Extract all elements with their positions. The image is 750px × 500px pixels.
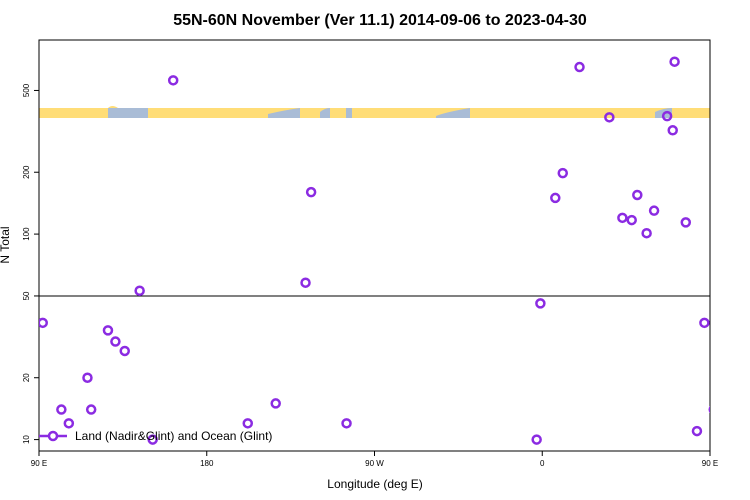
data-point (242, 418, 254, 429)
data-point (270, 398, 281, 409)
data-point (727, 374, 735, 382)
x-tick-label-4: 90 E (702, 459, 718, 468)
data-point (648, 205, 660, 216)
data-point (85, 404, 97, 415)
data-point (300, 277, 311, 288)
data-point (341, 418, 352, 429)
data-point (641, 227, 652, 239)
data-point (667, 125, 678, 136)
data-point (736, 406, 744, 414)
land-segment-0 (39, 108, 108, 118)
land-strip (39, 106, 710, 118)
map-band (39, 106, 710, 118)
data-point (719, 419, 727, 427)
data-point (574, 61, 585, 73)
legend-label: Land (Nadir&Glint) and Ocean (Glint) (75, 429, 272, 443)
chart-title: 55N-60N November (Ver 11.1) 2014-09-06 t… (173, 12, 587, 29)
land-segment-6 (672, 108, 710, 118)
data-point (604, 112, 615, 123)
data-point (39, 317, 48, 329)
data-point (82, 372, 93, 383)
y-tick-label-1: 20 (22, 373, 31, 382)
y-tick-label-0: 10 (22, 435, 31, 444)
plot-frame (38, 39, 711, 452)
y-tick-label-3: 100 (22, 227, 31, 241)
land-edge-4 (655, 108, 672, 112)
data-point (119, 345, 130, 357)
y-tick-label-5: 500 (22, 83, 31, 97)
data-point (305, 186, 317, 198)
data-point (740, 326, 748, 334)
land-segment-2 (300, 108, 320, 118)
data-points (39, 56, 748, 445)
land-segment-4 (352, 108, 436, 118)
x-tick-label-1: 180 (200, 459, 214, 468)
data-point (661, 110, 673, 122)
y-tick-label-2: 50 (22, 291, 31, 300)
data-point (550, 192, 561, 204)
data-point (680, 217, 692, 228)
x-tick-label-2: 90 W (365, 459, 384, 468)
legend: Land (Nadir&Glint) and Ocean (Glint) (39, 429, 272, 443)
data-point (699, 317, 710, 329)
x-tick-label-3: 0 (540, 459, 545, 468)
data-point (632, 189, 643, 201)
y-axis-label: N Total (0, 226, 12, 263)
x-axis-label: Longitude (deg E) (327, 477, 422, 491)
land-segment-5 (470, 108, 655, 118)
data-point (617, 212, 628, 224)
data-point (626, 214, 637, 226)
data-point (63, 418, 75, 429)
data-point (147, 434, 158, 445)
land-edge-2 (320, 108, 330, 112)
data-point (535, 298, 546, 309)
data-point (56, 404, 67, 415)
data-point (110, 336, 121, 347)
data-point (134, 285, 145, 297)
land-edge-0 (108, 106, 118, 108)
y-axis: 10 20 50 100 200 500 (22, 83, 39, 444)
data-point (691, 425, 703, 437)
data-point (531, 434, 542, 445)
data-point (708, 405, 710, 414)
legend-marker (47, 430, 59, 442)
data-point (557, 167, 569, 179)
x-tick-label-0: 90 E (31, 459, 47, 468)
data-point (102, 325, 114, 336)
land-segment-3 (330, 108, 346, 118)
land-segment-1 (148, 108, 268, 118)
land-edge-3 (436, 108, 470, 116)
data-point (167, 75, 179, 86)
land-edge-1 (268, 108, 300, 114)
data-point (669, 56, 680, 67)
y-tick-label-4: 200 (22, 165, 31, 179)
